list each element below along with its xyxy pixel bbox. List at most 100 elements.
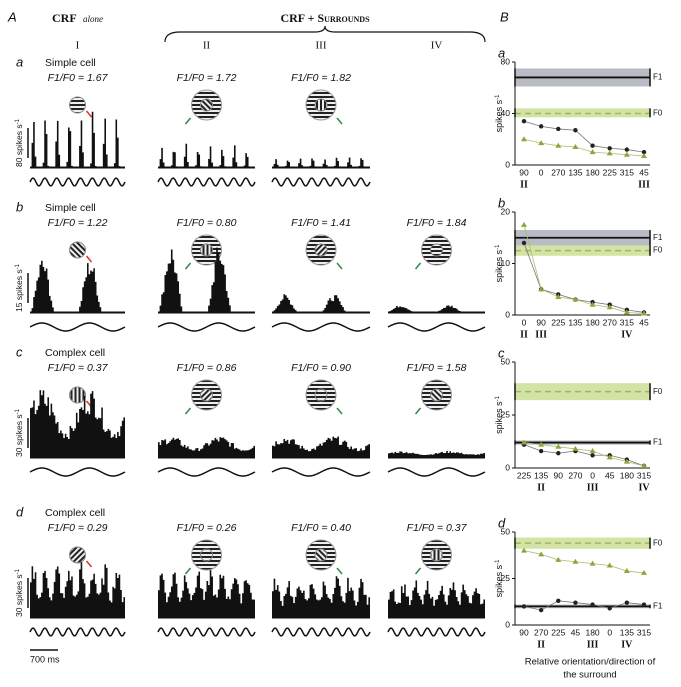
psth [158, 247, 255, 313]
y-tick-label: 0 [505, 309, 510, 319]
motion-arrow [85, 110, 93, 118]
y-tick-label: 20 [501, 206, 511, 216]
crf-stimulus [200, 548, 213, 562]
band-label: F1 [653, 73, 663, 82]
marker [641, 152, 647, 158]
reference-band [515, 383, 650, 401]
y-label-text: spikes s [494, 401, 504, 434]
column-numeral: IV [431, 40, 443, 52]
marker [538, 140, 545, 146]
x-tick-label: 90 [519, 627, 529, 637]
psth [388, 305, 485, 313]
marker [572, 296, 579, 302]
marker [589, 448, 596, 454]
y-axis-label: spikes s-1 [494, 395, 504, 434]
y-tick-label: 50 [501, 356, 511, 366]
marker [641, 602, 647, 607]
x-tick-label: 315 [637, 470, 651, 480]
cell-type: Simple cell [45, 57, 96, 69]
crf-stimulus [314, 98, 328, 112]
x-tick-label: 135 [534, 470, 548, 480]
stimulus-waveform [29, 322, 126, 332]
scale-sup: -1 [15, 118, 21, 124]
marker [538, 124, 544, 129]
y-axis-label: spikes s-1 [494, 94, 504, 133]
x-tick-label: 225 [551, 317, 565, 327]
x-tick-label: 270 [568, 470, 582, 480]
crf-stimulus [69, 96, 86, 114]
column-header: CRF [52, 11, 77, 25]
marker [573, 600, 578, 605]
x-tick-label: 0 [590, 470, 595, 480]
band-label: F0 [653, 387, 663, 396]
y-label-text: spikes s [494, 99, 504, 132]
scale-text: 15 spikes s [14, 269, 24, 312]
series-line [523, 600, 645, 611]
stimulus-waveform [271, 322, 371, 332]
row-letter: a [16, 54, 23, 69]
chart-letter: d [498, 515, 506, 530]
stimulus-waveform [271, 177, 371, 187]
column-numeral: II [203, 40, 211, 52]
marker [521, 240, 527, 246]
f1-f0-ratio: F1/F0 = 0.80 [177, 217, 237, 229]
y-label-sup: -1 [495, 395, 501, 401]
x-tick-label: 270 [551, 167, 565, 177]
marker [590, 143, 595, 148]
scale-label: 80 spikes s-1 [14, 118, 24, 167]
marker [555, 556, 562, 562]
motion-arrow [336, 567, 343, 575]
crf-stimulus [200, 388, 213, 402]
column-numeral: I [76, 40, 80, 52]
marker [607, 146, 612, 151]
marker [606, 304, 613, 310]
marker [641, 149, 647, 155]
crf-stimulus [69, 241, 87, 259]
motion-arrow [184, 117, 192, 125]
series-line [523, 444, 645, 467]
marker [538, 551, 545, 557]
marker [521, 547, 527, 553]
x-tick-label: 270 [603, 317, 617, 327]
psth [388, 580, 485, 618]
x-tick-label: 0 [522, 317, 527, 327]
marker [555, 293, 562, 299]
marker [589, 560, 596, 566]
time-scale-label: 700 ms [30, 654, 60, 664]
y-tick-label: 0 [505, 462, 510, 472]
marker [623, 458, 630, 464]
f1-f0-ratio: F1/F0 = 0.40 [291, 522, 351, 534]
condition-numeral: II [537, 639, 545, 650]
motion-arrow [184, 262, 192, 270]
x-tick-label: 225 [603, 167, 617, 177]
column-numeral: III [316, 40, 327, 52]
band-label: F0 [653, 246, 663, 255]
psth [158, 570, 255, 618]
y-label-text: spikes s [494, 564, 504, 597]
scale-text: 30 spikes s [14, 574, 24, 617]
x-tick-label: 270 [534, 627, 548, 637]
marker [521, 439, 527, 445]
psth [272, 436, 370, 458]
y-label-sup: -1 [495, 559, 501, 565]
y-tick-label: 0 [505, 159, 510, 169]
psth [388, 451, 485, 458]
panel-label: A [7, 9, 17, 24]
marker [556, 598, 561, 604]
scale-text: 30 spikes s [14, 414, 24, 457]
column-header: CRF + Surrounds [280, 11, 370, 25]
series-line [523, 138, 645, 157]
marker [589, 149, 596, 155]
band-label: F1 [653, 233, 663, 242]
row-letter: c [16, 344, 23, 359]
series-line [523, 550, 645, 574]
condition-numeral: III [638, 179, 650, 190]
marker [538, 441, 545, 447]
band-label: F1 [653, 602, 663, 611]
stimulus-waveform [271, 627, 371, 637]
stimulus-waveform [387, 467, 486, 477]
marker [538, 448, 544, 454]
brace [164, 25, 486, 43]
f1-f0-ratio: F1/F0 = 1.58 [407, 362, 467, 374]
scale-sup: -1 [15, 408, 21, 414]
